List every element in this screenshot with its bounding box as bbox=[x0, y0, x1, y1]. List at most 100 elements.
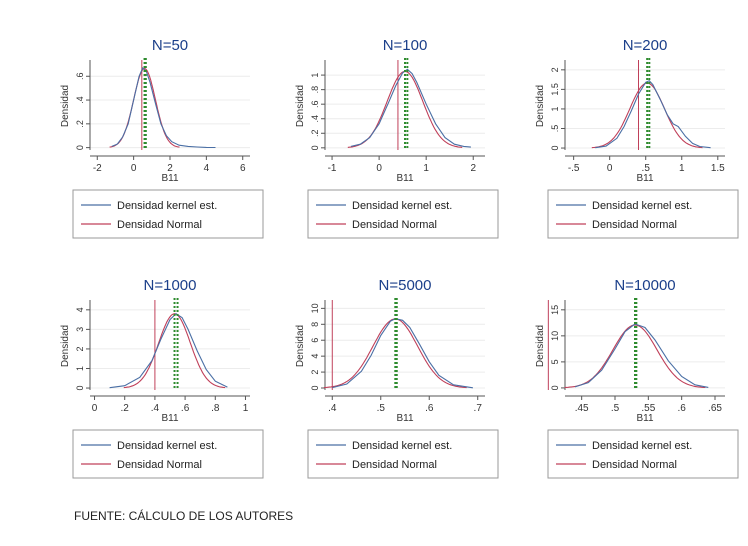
legend-normal-label: Densidad Normal bbox=[352, 219, 437, 231]
y-tick-label: 5 bbox=[550, 359, 560, 364]
legend-box bbox=[307, 189, 499, 239]
y-axis-label: Densidad bbox=[295, 325, 306, 367]
y-tick-label: .2 bbox=[310, 130, 320, 138]
legend-normal-label: Densidad Normal bbox=[592, 219, 677, 231]
y-tick-label: .6 bbox=[75, 73, 85, 81]
panel-6: N=10000 0 5 10 15 Densidad .45 .5 .55 .6 .65 B11 Den… bbox=[535, 277, 739, 479]
kernel-density-line bbox=[332, 318, 473, 389]
x-tick-label: -2 bbox=[93, 163, 102, 174]
y-tick-label: 0 bbox=[310, 386, 320, 391]
legend-kernel-label: Densidad kernel est. bbox=[117, 200, 217, 212]
y-tick-label: 15 bbox=[550, 305, 560, 315]
panel-title: N=200 bbox=[623, 37, 668, 54]
panel-1: N=50 0 .2 .4 .6 Densidad -2 0 2 4 6 B11 Densidad ker… bbox=[60, 37, 264, 239]
x-tick-label: 1 bbox=[679, 163, 685, 174]
y-tick-label: 1.5 bbox=[550, 83, 560, 96]
x-tick-label: 2 bbox=[470, 163, 476, 174]
y-axis-label: Densidad bbox=[60, 85, 71, 127]
x-tick-label: .65 bbox=[708, 403, 722, 414]
legend-normal-label: Densidad Normal bbox=[592, 459, 677, 471]
x-tick-label: 1.5 bbox=[711, 163, 725, 174]
panel-title: N=1000 bbox=[144, 277, 197, 294]
source-note: FUENTE: CÁLCULO DE LOS AUTORES bbox=[74, 509, 294, 523]
x-tick-label: 2 bbox=[167, 163, 173, 174]
y-tick-label: 2 bbox=[75, 346, 85, 351]
y-tick-label: 0 bbox=[75, 386, 85, 391]
x-tick-label: .5 bbox=[377, 403, 386, 414]
x-tick-label: .4 bbox=[328, 403, 337, 414]
legend-kernel-label: Densidad kernel est. bbox=[592, 440, 692, 452]
x-tick-label: 6 bbox=[240, 163, 246, 174]
y-tick-label: 10 bbox=[310, 303, 320, 313]
y-axis-label: Densidad bbox=[535, 325, 546, 367]
normal-density-line bbox=[123, 313, 226, 389]
x-tick-label: 1 bbox=[243, 403, 249, 414]
y-tick-label: 10 bbox=[550, 331, 560, 341]
y-tick-label: 6 bbox=[310, 338, 320, 343]
y-tick-label: 8 bbox=[310, 322, 320, 327]
y-tick-label: 0 bbox=[75, 145, 85, 150]
x-tick-label: .4 bbox=[151, 403, 160, 414]
panel-3: N=200 0 .5 1 1.5 2 Densidad -.5 0 .5 1 1.5 B11 Densid… bbox=[535, 37, 739, 239]
y-axis-label: Densidad bbox=[295, 85, 306, 127]
panel-4: N=1000 0 1 2 3 4 Densidad 0 .2 .4 .6 .8 1 B11 Densidad… bbox=[60, 277, 264, 479]
panel-title: N=5000 bbox=[379, 277, 432, 294]
y-tick-label: 2 bbox=[550, 67, 560, 72]
y-tick-label: 2 bbox=[310, 370, 320, 375]
panel-5: N=5000 0 2 4 6 8 10 Densidad .4 .5 .6 .7 B11 Densidad… bbox=[295, 277, 499, 479]
panel-title: N=50 bbox=[152, 37, 188, 54]
x-tick-label: -.5 bbox=[568, 163, 580, 174]
y-tick-label: 0 bbox=[550, 146, 560, 151]
legend-kernel-label: Densidad kernel est. bbox=[352, 440, 452, 452]
x-axis-label: B11 bbox=[161, 173, 178, 184]
panel-title: N=100 bbox=[383, 37, 428, 54]
y-tick-label: 0 bbox=[550, 385, 560, 390]
y-tick-label: 3 bbox=[75, 327, 85, 332]
x-axis-label: B11 bbox=[396, 173, 413, 184]
x-tick-label: -1 bbox=[328, 163, 337, 174]
y-tick-label: 4 bbox=[310, 354, 320, 359]
x-axis-label: B11 bbox=[161, 413, 178, 424]
legend-box bbox=[547, 429, 739, 479]
x-tick-label: 1 bbox=[423, 163, 429, 174]
x-tick-label: .5 bbox=[642, 163, 651, 174]
panel-title: N=10000 bbox=[614, 277, 675, 294]
x-axis-label: B11 bbox=[636, 173, 653, 184]
y-tick-label: .2 bbox=[75, 120, 85, 128]
x-tick-label: 0 bbox=[92, 403, 98, 414]
y-tick-label: 1 bbox=[75, 366, 85, 371]
kernel-density-line bbox=[111, 66, 216, 149]
y-tick-label: 0 bbox=[310, 145, 320, 150]
y-tick-label: .6 bbox=[310, 100, 320, 108]
legend-kernel-label: Densidad kernel est. bbox=[592, 200, 692, 212]
legend-box bbox=[72, 189, 264, 239]
x-tick-label: 0 bbox=[131, 163, 137, 174]
y-tick-label: .4 bbox=[75, 96, 85, 104]
legend-kernel-label: Densidad kernel est. bbox=[352, 200, 452, 212]
y-axis-label: Densidad bbox=[60, 325, 71, 367]
y-axis-label: Densidad bbox=[535, 85, 546, 127]
x-tick-label: .6 bbox=[425, 403, 434, 414]
x-tick-label: .8 bbox=[211, 403, 220, 414]
kernel-density-line bbox=[109, 313, 228, 389]
x-tick-label: .6 bbox=[677, 403, 686, 414]
x-tick-label: .5 bbox=[611, 403, 620, 414]
legend-box bbox=[72, 429, 264, 479]
x-tick-label: 4 bbox=[204, 163, 210, 174]
x-tick-label: 0 bbox=[607, 163, 613, 174]
x-tick-label: .2 bbox=[121, 403, 130, 414]
y-tick-label: .4 bbox=[310, 115, 320, 123]
kernel-density-line bbox=[574, 323, 709, 388]
legend-normal-label: Densidad Normal bbox=[352, 459, 437, 471]
y-tick-label: 1 bbox=[550, 106, 560, 111]
y-tick-label: 4 bbox=[75, 307, 85, 312]
legend-kernel-label: Densidad kernel est. bbox=[117, 440, 217, 452]
kernel-density-line bbox=[595, 80, 711, 149]
x-tick-label: .55 bbox=[641, 403, 655, 414]
x-axis-label: B11 bbox=[396, 413, 413, 424]
legend-box bbox=[307, 429, 499, 479]
panel-2: N=100 0 .2 .4 .6 .8 1 Densidad -1 0 1 2 B11 Densidad … bbox=[295, 37, 499, 239]
x-tick-label: .45 bbox=[575, 403, 589, 414]
normal-density-line bbox=[564, 324, 706, 389]
